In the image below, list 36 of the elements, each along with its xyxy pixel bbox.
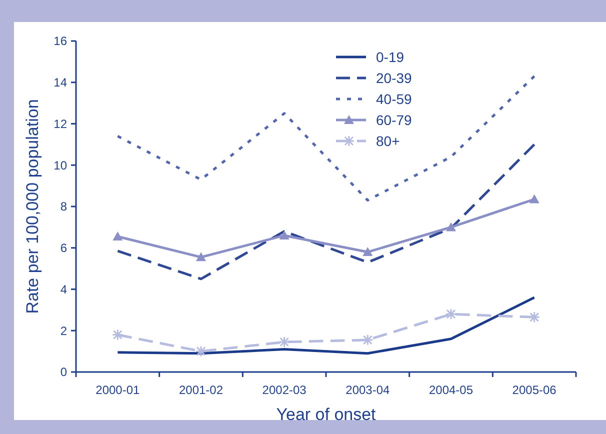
legend-label: 80+ [376,132,400,149]
x-tick-label: 2002-03 [262,383,307,397]
x-axis-title: Year of onset [276,405,376,424]
x-tick-label: 2005-06 [512,383,557,397]
point [196,252,206,262]
x-tick-label: 2003-04 [346,383,390,397]
point [445,308,457,320]
y-tick-label: 0 [60,365,68,380]
y-tick-label: 2 [60,324,68,338]
point [446,222,456,232]
point [362,334,374,346]
legend-label: 40-59 [376,90,412,107]
x-tick-label: 2004-05 [428,383,474,397]
point [112,329,124,341]
line-series [116,296,536,355]
point [279,230,290,240]
x-tick-label: 2001-02 [178,383,224,397]
point [362,247,373,256]
y-tick-label: 16 [54,34,68,48]
legend-label: 60-79 [376,112,412,128]
legend-label: 0-19 [376,48,404,65]
y-tick-label: 12 [54,116,68,131]
point [195,346,207,358]
line-series [116,74,536,202]
x-tick-label: 2000-01 [96,383,140,397]
y-axis-title: Rate per 100,000 population [23,99,42,314]
point [278,336,290,348]
legend-label: 20-39 [376,70,412,86]
y-tick-label: 10 [54,158,68,172]
y-tick-label: 8 [60,200,68,214]
point [528,311,540,323]
point [529,194,540,204]
y-tick-label: 14 [54,76,68,90]
y-tick-label: 6 [60,241,68,256]
point [112,231,123,240]
y-tick-label: 4 [60,282,68,296]
